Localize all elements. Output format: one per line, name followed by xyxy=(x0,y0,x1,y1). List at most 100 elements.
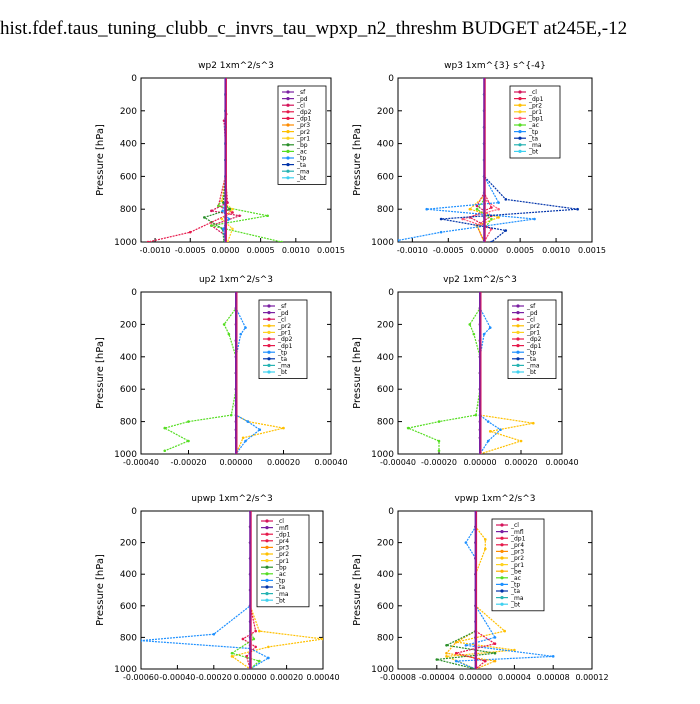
y-axis-label: Pressure [hPa] xyxy=(95,337,106,409)
x-tick-label: 0.00040 xyxy=(306,673,339,682)
data-point xyxy=(576,207,579,211)
data-point xyxy=(230,655,234,658)
data-point xyxy=(398,239,400,242)
y-tick-label: 0 xyxy=(388,74,394,84)
data-point xyxy=(210,209,213,213)
legend-label: _pd xyxy=(277,310,289,317)
y-axis-label: Pressure [hPa] xyxy=(352,337,363,409)
legend-marker xyxy=(500,530,504,534)
legend-marker xyxy=(265,552,269,556)
data-point xyxy=(241,436,245,440)
x-tick-label: -0.00040 xyxy=(159,673,195,682)
data-point xyxy=(229,413,233,417)
x-tick-label: 0.00000 xyxy=(219,458,252,467)
legend-label: _ta xyxy=(510,588,520,595)
x-tick-label: -0.0010 xyxy=(397,246,428,255)
data-point xyxy=(486,439,490,443)
legend-box xyxy=(277,85,327,185)
y-tick-label: 400 xyxy=(120,353,137,363)
data-point xyxy=(231,207,234,211)
legend-label: _pr2 xyxy=(526,323,540,330)
legend-label: _tp xyxy=(526,349,536,356)
legend-label: _pr2 xyxy=(528,102,542,109)
data-point xyxy=(239,332,243,336)
legend-marker xyxy=(516,337,520,341)
legend-marker xyxy=(500,556,504,560)
data-point xyxy=(437,439,441,443)
legend-label: _cl xyxy=(526,316,535,323)
x-tick-label: 0.0000 xyxy=(470,246,498,255)
plot-frame xyxy=(140,510,324,670)
legend-label: _pr1 xyxy=(510,562,524,569)
legend-marker xyxy=(500,576,504,580)
legend-marker xyxy=(500,549,504,554)
chart-title: upwp 1xm^2/s^3 xyxy=(191,494,272,504)
legend-marker xyxy=(286,156,290,160)
legend-label: _pd xyxy=(296,96,308,103)
legend-marker xyxy=(265,592,269,596)
legend-label: _pr1 xyxy=(277,330,291,337)
legend-label: _bt xyxy=(526,369,537,376)
y-tick-label: 200 xyxy=(377,539,394,549)
legend-label: _pr2 xyxy=(510,555,524,562)
chart-title: wp2 1xm^2/s^3 xyxy=(198,61,274,71)
data-point xyxy=(258,659,261,663)
legend-label: _mfl xyxy=(275,525,289,532)
x-tick-label: -0.00060 xyxy=(123,673,159,682)
x-tick-label: 0.0010 xyxy=(282,246,310,255)
y-tick-label: 200 xyxy=(120,539,137,549)
y-tick-label: 400 xyxy=(377,570,394,580)
data-point xyxy=(280,240,284,242)
y-tick-label: 200 xyxy=(120,107,137,117)
y-tick-label: 1000 xyxy=(371,238,394,248)
y-tick-label: 200 xyxy=(377,320,394,330)
legend-label: _pr4 xyxy=(510,542,524,549)
legend-marker xyxy=(500,563,504,567)
data-point xyxy=(482,332,486,336)
legend-marker xyxy=(267,330,271,334)
legend-marker xyxy=(518,123,522,127)
legend-label: _pr4 xyxy=(275,538,289,545)
legend-label: _dp1 xyxy=(275,531,291,538)
chart-panel-0: wp2 1xm^2/s^3 Pressure [hPa] 0 200 400 600 800… xyxy=(95,61,345,255)
legend-label: _pr1 xyxy=(296,135,310,142)
data-point xyxy=(488,430,492,433)
data-point xyxy=(212,632,216,636)
legend-marker xyxy=(286,116,290,120)
legend-marker xyxy=(286,130,290,134)
legend-marker xyxy=(516,317,520,321)
x-tick-label: -0.00020 xyxy=(421,458,457,467)
y-tick-label: 600 xyxy=(377,385,394,395)
data-point xyxy=(231,227,234,231)
chart-title: vp2 1xm^2/s^3 xyxy=(443,275,517,285)
data-point xyxy=(551,655,555,658)
data-point xyxy=(187,439,190,443)
y-tick-label: 600 xyxy=(120,602,137,612)
x-tick-label: 0.00000 xyxy=(234,673,267,682)
legend-label: _cl xyxy=(510,522,519,529)
legend-label: _pd xyxy=(526,310,538,317)
legend-label: _be xyxy=(510,568,522,575)
data-point xyxy=(210,224,213,227)
chart-panel-1: wp3 1xm^{3} s^{-4} Pressure [hPa] 0 200 400 6… xyxy=(352,61,606,255)
legend-label: _pr1 xyxy=(528,109,542,116)
legend-marker xyxy=(265,559,269,563)
legend-label: _tp xyxy=(510,582,520,589)
legend-label: _pr1 xyxy=(275,558,289,565)
legend-marker xyxy=(265,519,269,523)
legend-marker xyxy=(265,526,269,530)
legend-marker xyxy=(516,350,520,354)
legend-label: _ac xyxy=(296,149,307,156)
data-point xyxy=(146,240,150,242)
series-line-tp xyxy=(455,511,554,669)
legend-label: _sf xyxy=(526,303,536,310)
legend-marker xyxy=(518,116,522,120)
legend-marker xyxy=(267,344,271,348)
legend-label: _ac xyxy=(528,122,539,129)
data-point xyxy=(488,326,492,329)
legend-label: _dp2 xyxy=(296,109,312,116)
data-point xyxy=(241,637,245,641)
legend-label: _dp1 xyxy=(528,96,544,103)
y-tick-label: 800 xyxy=(120,418,137,428)
